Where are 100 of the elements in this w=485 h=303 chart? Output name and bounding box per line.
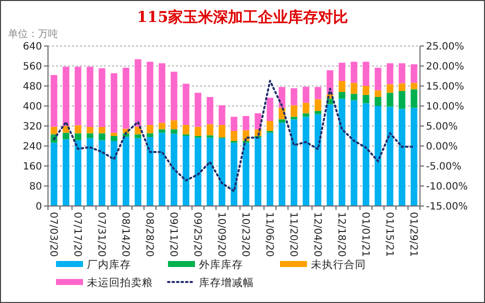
bar: [290, 119, 298, 206]
y2-tick-label: 10.00%: [426, 102, 464, 112]
legend-label: 未运回拍卖粮: [87, 276, 153, 289]
bar: [338, 98, 346, 206]
y-tick-label: 480: [22, 82, 42, 92]
y2-tick-label: 15.00%: [426, 82, 464, 92]
bar: [230, 116, 238, 131]
y-tick-label: 560: [22, 62, 42, 72]
bar: [398, 108, 406, 206]
bar: [290, 105, 298, 117]
bar: [398, 83, 406, 91]
bar: [158, 63, 166, 123]
bar: [110, 136, 118, 141]
bar: [302, 86, 310, 103]
bar: [110, 73, 118, 133]
bar: [74, 125, 82, 134]
bar: [314, 111, 322, 114]
bar: [278, 119, 286, 123]
bar: [218, 138, 226, 206]
bar: [134, 138, 142, 206]
bar: [110, 141, 118, 206]
bar: [98, 140, 106, 206]
bar: [278, 87, 286, 108]
bar: [350, 62, 358, 83]
y2-tick-label: 0.00%: [426, 142, 458, 152]
bar: [302, 102, 310, 114]
y-tick-label: 640: [22, 42, 42, 52]
y-tick-label: 0: [36, 202, 42, 212]
bar: [146, 125, 154, 134]
bar: [134, 59, 142, 127]
bar: [314, 99, 322, 111]
y-tick-label: 320: [22, 122, 42, 132]
x-tick-label: 10/23/20: [240, 212, 250, 257]
bar: [398, 91, 406, 109]
bar: [98, 68, 106, 127]
bar: [242, 142, 250, 206]
legend-label: 外库库存: [199, 258, 243, 271]
bar: [290, 88, 298, 106]
x-tick-label: 01/15/21: [384, 212, 394, 257]
bar: [386, 106, 394, 206]
bar: [338, 81, 346, 92]
bar: [374, 68, 382, 90]
bar: [254, 138, 262, 206]
y-tick-label: 160: [22, 162, 42, 172]
bar: [158, 122, 166, 130]
bar: [158, 129, 166, 133]
bar: [206, 124, 214, 136]
bar: [218, 125, 226, 138]
bar: [158, 132, 166, 206]
x-tick-label: 12/04/20: [312, 212, 322, 257]
bar: [146, 133, 154, 137]
bar: [122, 68, 130, 129]
bar: [170, 134, 178, 206]
x-tick-label: 07/31/20: [96, 212, 106, 257]
legend-label: 厂内库存: [87, 258, 131, 271]
bar: [134, 134, 142, 138]
y-tick-label: 240: [22, 142, 42, 152]
x-tick-label: 11/06/20: [264, 212, 274, 257]
bar: [374, 90, 382, 97]
bar: [302, 113, 310, 117]
bar: [206, 138, 214, 206]
bar: [314, 114, 322, 206]
x-tick-label: 09/11/20: [168, 212, 178, 257]
bar: [50, 126, 58, 134]
bar: [410, 108, 418, 206]
x-tick-label: 07/17/20: [72, 212, 82, 257]
y2-tick-label: -5.00%: [426, 162, 462, 172]
y2-tick-label: 5.00%: [426, 122, 458, 132]
bar: [326, 104, 334, 206]
y-tick-label: 80: [29, 182, 42, 192]
y2-tick-label: 25.00%: [426, 42, 464, 52]
bar: [122, 136, 130, 206]
bar: [86, 133, 94, 138]
legend-label: 未执行合同: [311, 258, 366, 271]
bar: [374, 97, 382, 106]
x-tick-label: 10/09/20: [216, 212, 226, 257]
bar: [86, 66, 94, 127]
bar: [74, 133, 82, 140]
x-tick-label: 07/03/20: [48, 212, 58, 257]
bar: [386, 63, 394, 84]
bar: [350, 100, 358, 206]
bar: [410, 89, 418, 108]
line-series: [53, 80, 415, 192]
bar: [326, 70, 334, 94]
bar: [98, 127, 106, 134]
y-tick-label: 400: [22, 102, 42, 112]
bar: [98, 133, 106, 140]
bar: [242, 116, 250, 130]
bar: [146, 62, 154, 125]
bar: [278, 122, 286, 206]
bar: [206, 97, 214, 124]
bar: [338, 62, 346, 81]
y2-tick-label: -15.00%: [426, 202, 468, 212]
bar: [386, 92, 394, 107]
bar: [266, 98, 274, 121]
bar: [182, 84, 190, 125]
bar: [218, 105, 226, 125]
y2-tick-label: -10.00%: [426, 182, 468, 192]
bar: [194, 126, 202, 136]
bar: [194, 138, 202, 206]
